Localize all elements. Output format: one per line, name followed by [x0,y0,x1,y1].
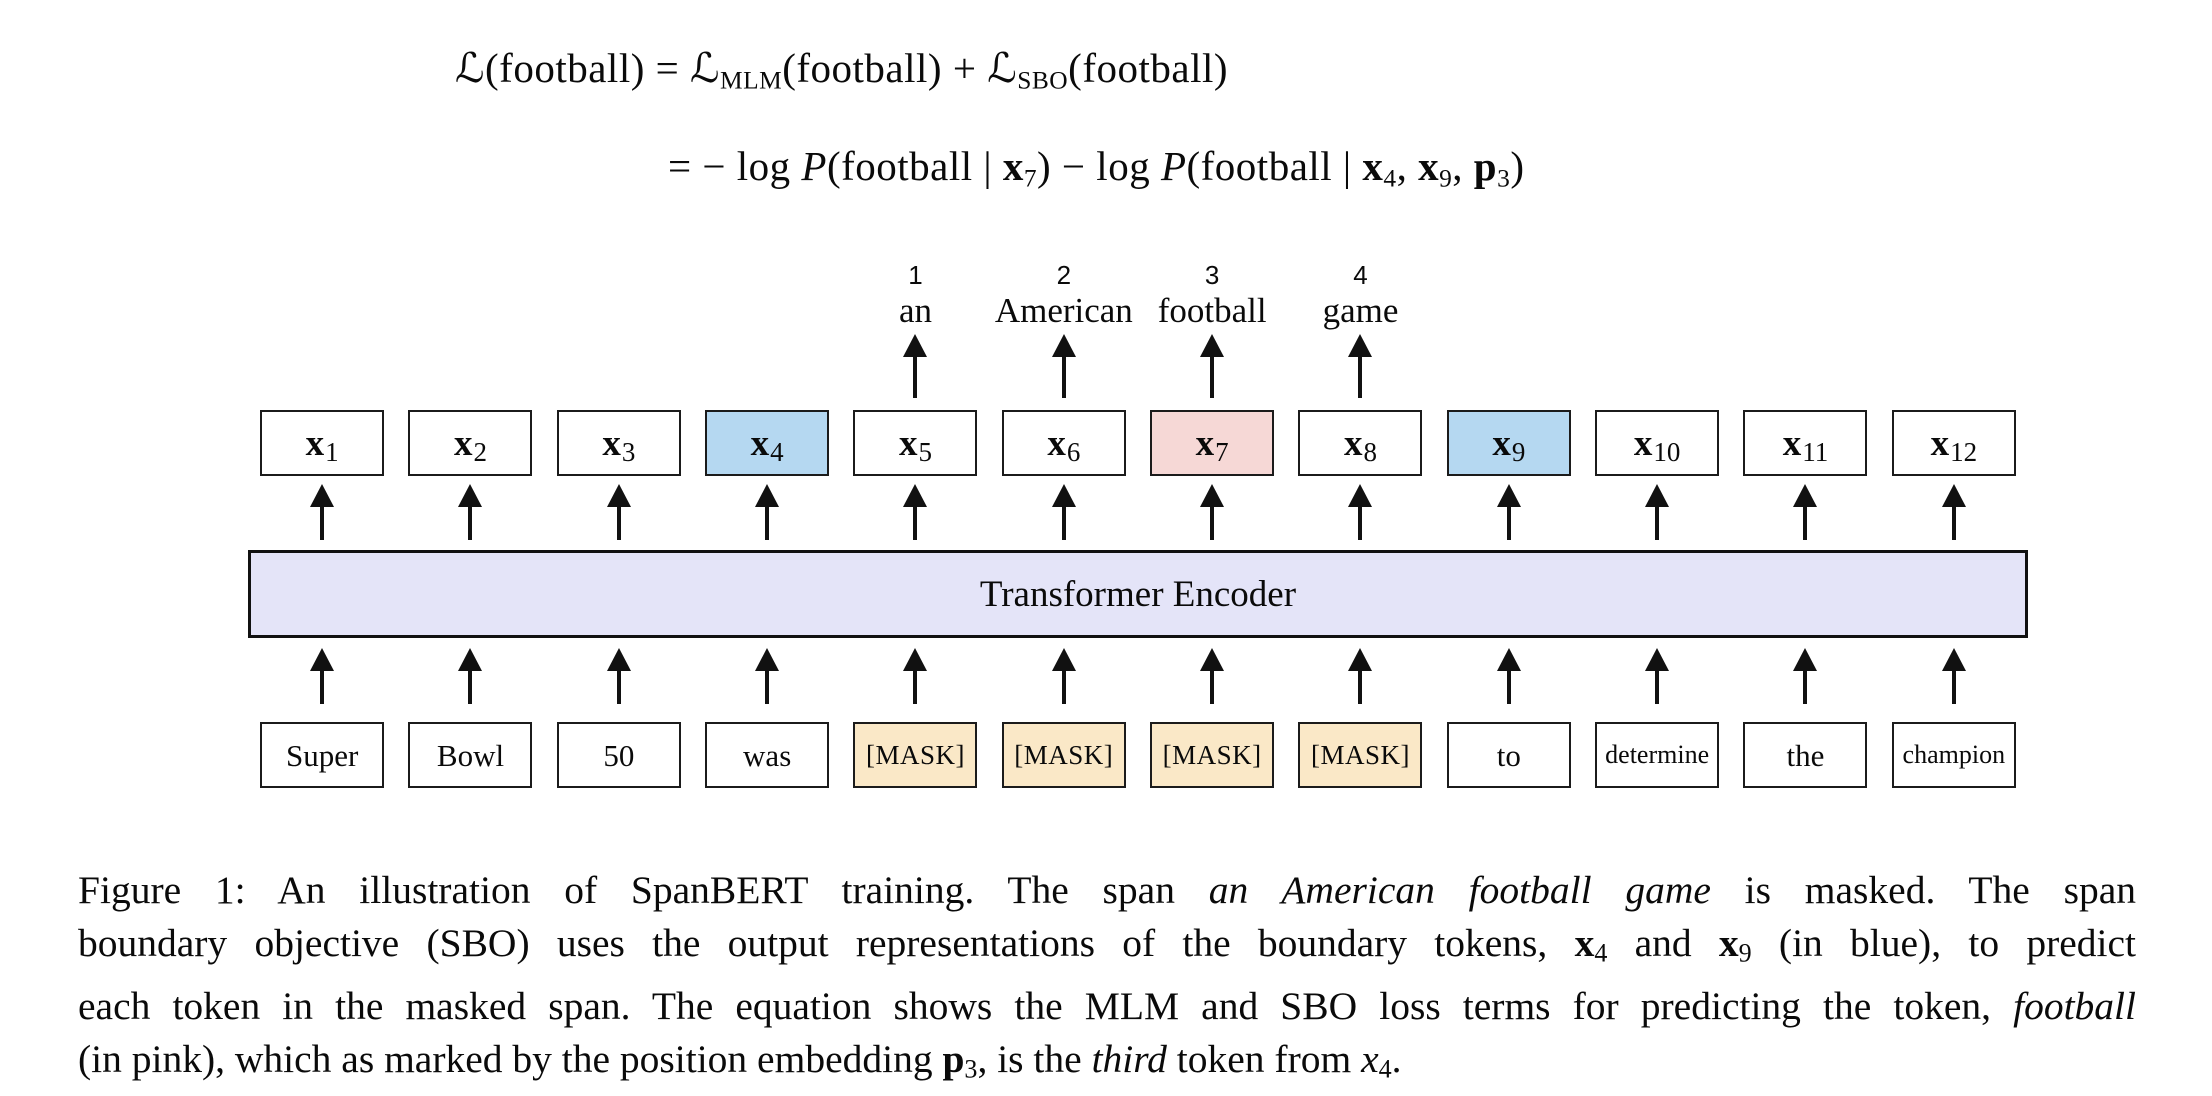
figure-caption: Figure 1: An illustration of SpanBERT tr… [78,864,2136,1095]
input-token-champion: champion [1891,722,2016,788]
input-token-the: the [1743,722,1868,788]
position-number: 4 [1353,260,1368,290]
position-number: 1 [908,260,923,290]
input-token-mask-1: [MASK] [853,722,978,788]
up-arrow-icon [1210,356,1215,398]
up-arrow-icon [913,670,918,704]
up-arrow-icon [616,670,621,704]
loss-equation-line1: ℒ(football) = ℒMLM(football) + ℒSBO(foot… [455,44,1229,95]
up-arrow-icon [468,670,473,704]
up-arrow-icon [1358,506,1363,540]
transformer-encoder-box: Transformer Encoder [248,550,2028,638]
predicted-token-american: 2 American [990,248,1138,406]
up-arrow-icon [1506,506,1511,540]
up-arrow-icon [320,506,325,540]
input-token-mask-3: [MASK] [1150,722,1275,788]
up-arrow-icon [1803,670,1808,704]
position-number: 2 [1056,260,1072,290]
input-token-determine: determine [1595,722,1720,788]
input-token-bowl: Bowl [408,722,533,788]
up-arrow-icon [320,670,325,704]
up-arrow-icon [913,356,918,398]
caption-line-2: boundary objective (SBO) uses the output… [78,921,2136,968]
predicted-word: football [1157,291,1267,330]
input-token-50: 50 [556,722,681,788]
up-arrow-icon [616,506,621,540]
up-arrow-icon [1061,670,1066,704]
up-arrow-icon [1358,670,1363,704]
position-number: 3 [1204,260,1220,290]
transformer-encoder-label: Transformer Encoder [979,573,1297,615]
predicted-word: American [994,291,1133,330]
input-to-encoder-arrows [248,646,2028,712]
caption-line-1: Figure 1: An illustration of SpanBERT tr… [78,868,2136,912]
x11-box: x 11 [1743,410,1868,476]
predicted-token-football: 3 football [1138,248,1286,406]
x10-box: x 10 [1595,410,1720,476]
loss-equation-line2: = − log P(football | x7) − log P(footbal… [668,143,1525,193]
up-arrow-icon [913,506,918,540]
up-arrow-icon [1655,670,1660,704]
predicted-span-row: 1 an 2 American 3 football 4 game [248,248,2028,406]
up-arrow-icon [1358,356,1363,398]
input-token-was: was [705,722,830,788]
input-token-mask-2: [MASK] [1001,722,1126,788]
predicted-token-game: 4 game [1286,248,1434,406]
input-token-mask-4: [MASK] [1298,722,1423,788]
input-token-super: Super [260,722,385,788]
up-arrow-icon [1061,356,1066,398]
up-arrow-icon [1061,506,1066,540]
up-arrow-icon [1210,670,1215,704]
encoder-to-representation-arrows [248,482,2028,544]
input-token-row: Super Bowl 50 was [MASK] [MASK] [MASK] [… [248,722,2028,788]
predicted-token-an: 1 an [841,248,989,406]
up-arrow-icon [1951,670,1956,704]
up-arrow-icon [1951,506,1956,540]
up-arrow-icon [1803,506,1808,540]
up-arrow-icon [765,670,770,704]
up-arrow-icon [1210,506,1215,540]
up-arrow-icon [1655,506,1660,540]
caption-line-4: (in pink), which as marked by the positi… [78,1036,1402,1084]
predicted-word: game [1322,291,1399,330]
predicted-word: an [898,291,933,330]
up-arrow-icon [765,506,770,540]
x12-box: x 12 [1891,410,2016,476]
up-arrow-icon [1506,670,1511,704]
up-arrow-icon [468,506,473,540]
caption-line-3: each token in the masked span. The equat… [78,983,2136,1028]
input-token-to: to [1446,722,1571,788]
